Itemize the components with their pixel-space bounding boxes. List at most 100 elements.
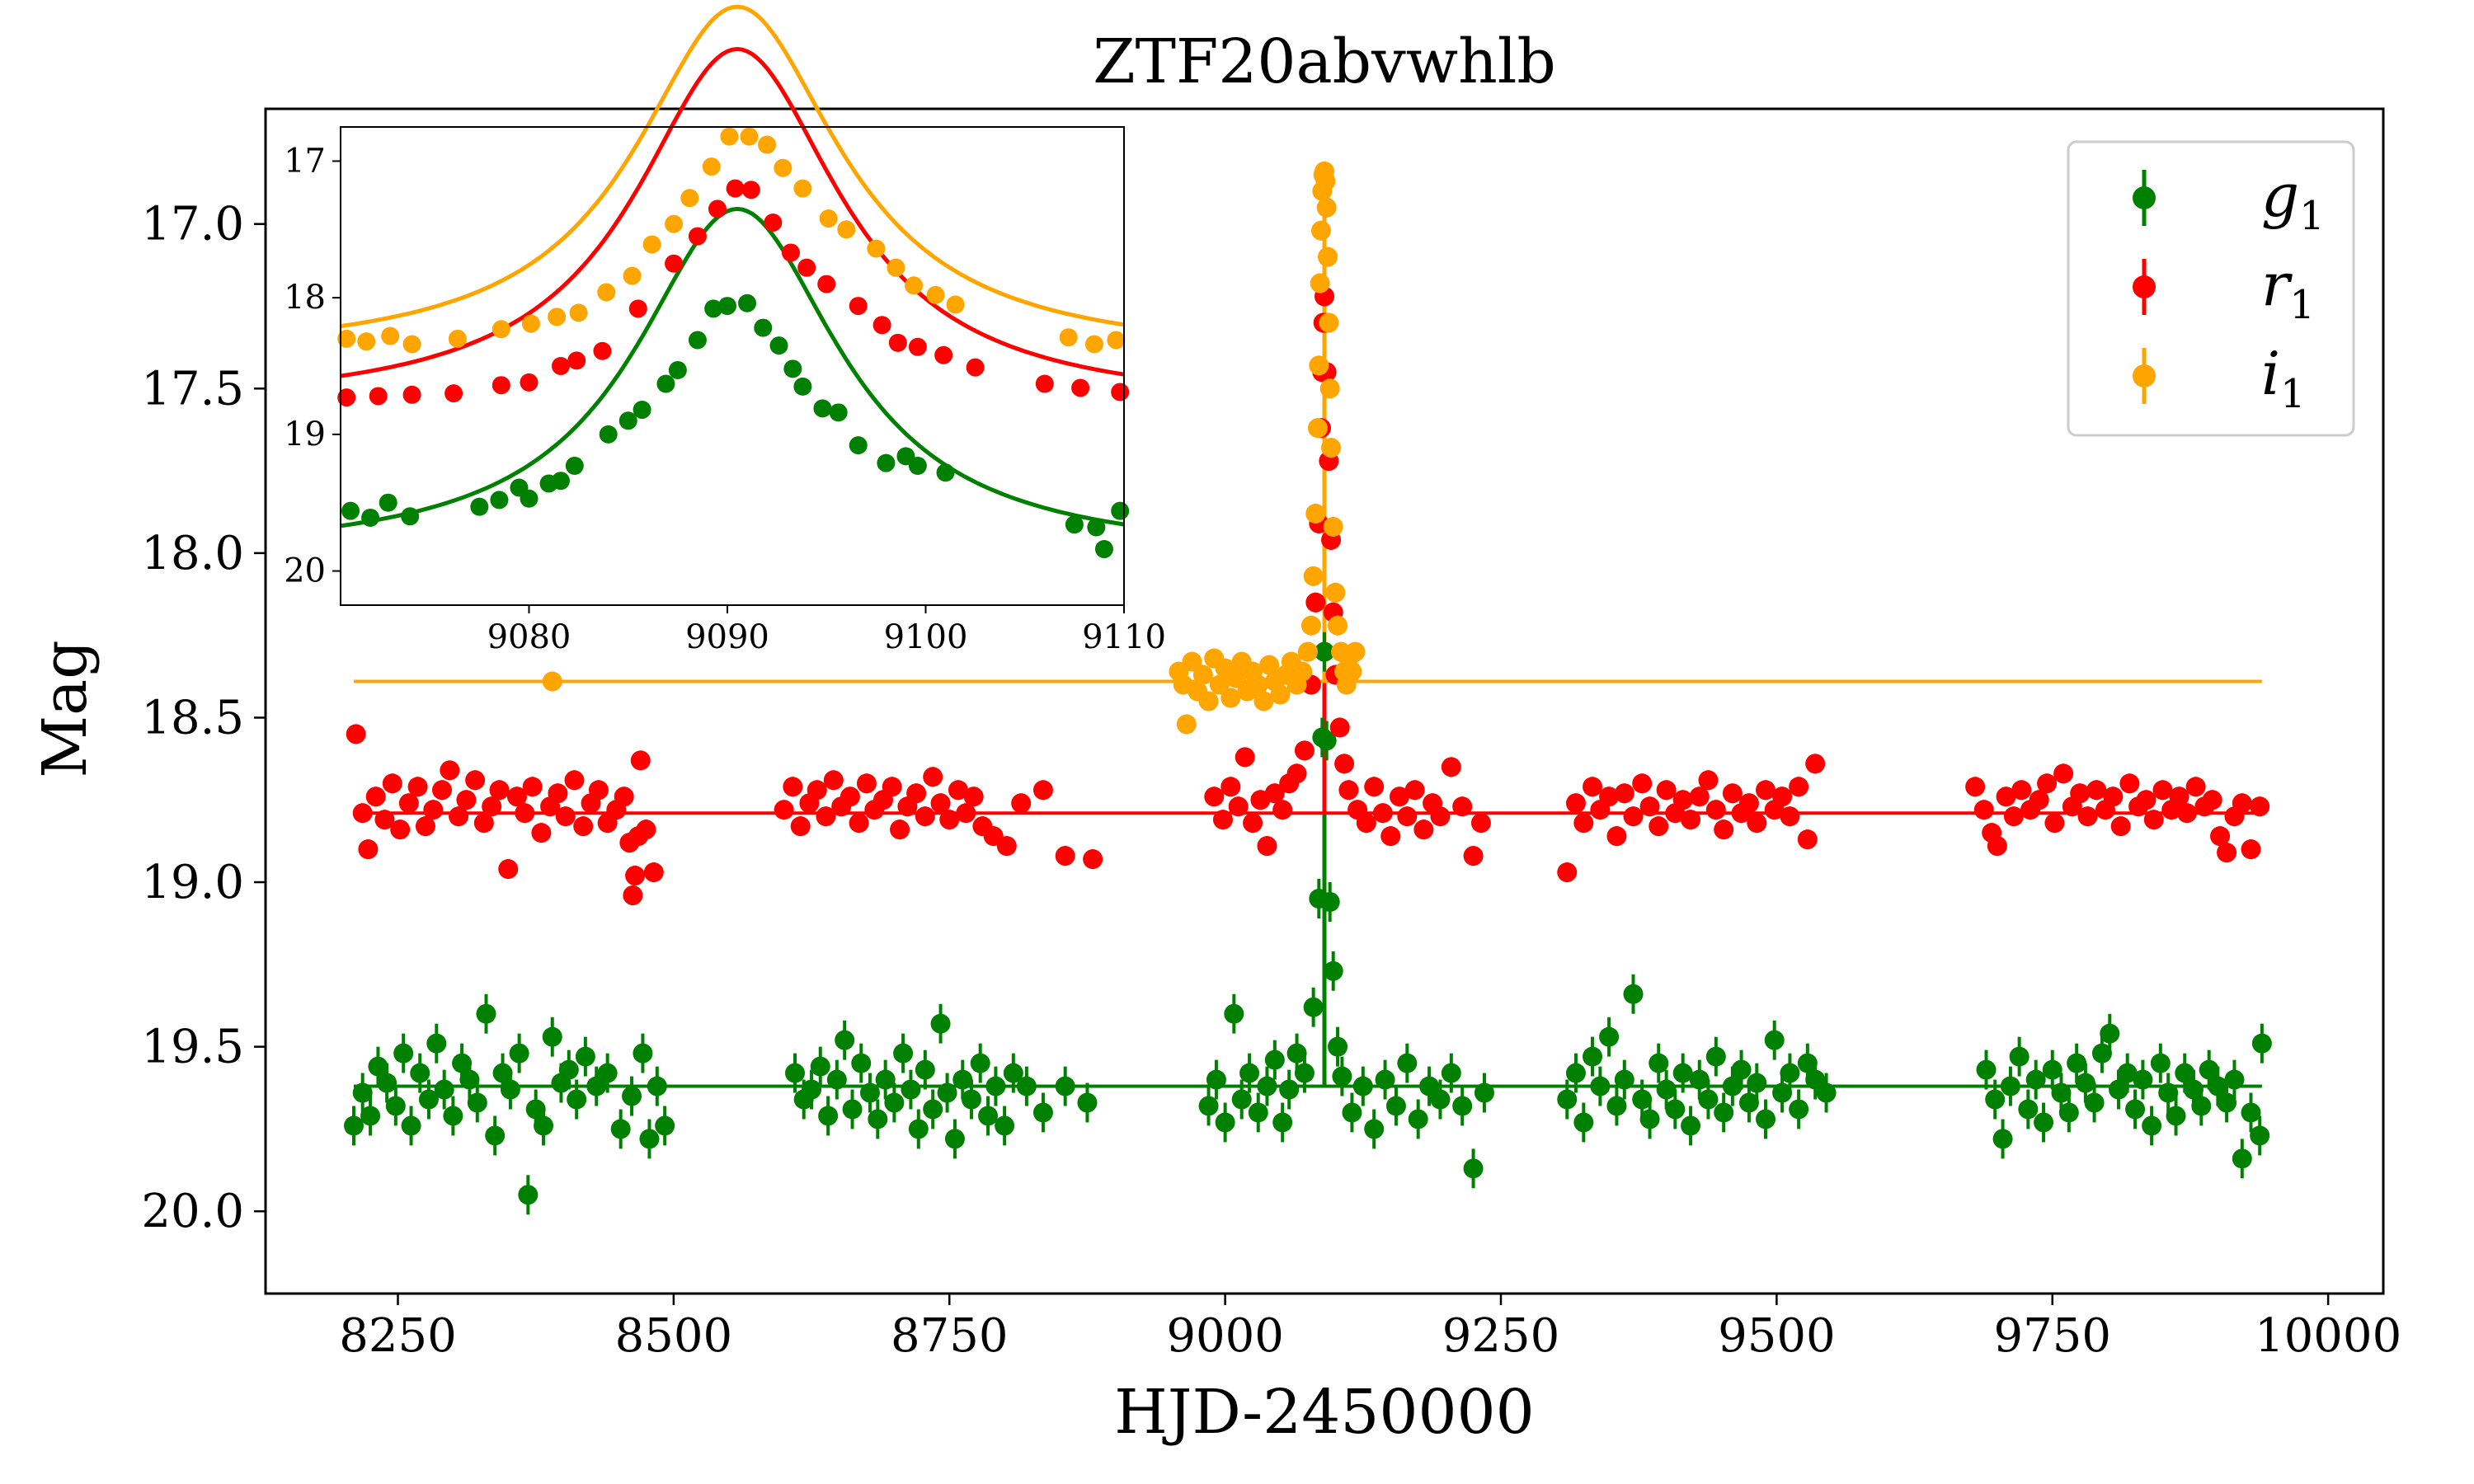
data-point-r: [2070, 783, 2091, 804]
data-point-r: [1747, 813, 1767, 834]
data-point-g: [2117, 1063, 2138, 1083]
inset-point-r: [444, 384, 463, 403]
main-points: [344, 161, 2272, 1215]
data-point-r: [1797, 829, 1818, 850]
data-point-r: [1356, 813, 1376, 834]
data-point-r: [1705, 800, 1726, 820]
data-point-g: [818, 1106, 839, 1126]
data-point-r: [2210, 826, 2231, 847]
inset-point-g: [565, 456, 584, 475]
data-point-r: [1772, 787, 1793, 807]
x-axis-label: HJD-2450000: [1114, 1377, 1534, 1448]
data-point-r: [1623, 806, 1644, 827]
data-point-r: [1557, 862, 1578, 883]
data-point-r: [1689, 787, 1710, 807]
data-point-g: [1614, 1069, 1634, 1090]
data-point-r: [374, 810, 395, 830]
inset-x-tick-label: 9080: [487, 618, 571, 656]
data-point-g: [2034, 1112, 2054, 1133]
inset-point-i: [548, 308, 567, 326]
data-point-g: [802, 1079, 822, 1100]
data-point-g: [401, 1115, 421, 1136]
data-point-i: [1198, 691, 1219, 711]
data-point-r: [790, 816, 811, 837]
inset-point-r: [688, 227, 707, 246]
data-point-i: [1176, 714, 1197, 735]
data-point-g: [622, 1086, 642, 1106]
data-point-g: [1985, 1089, 2006, 1110]
data-point-r: [449, 806, 469, 827]
data-point-r: [2119, 773, 2140, 794]
inset-point-r: [337, 388, 356, 407]
data-point-i: [1305, 503, 1326, 524]
data-point-i: [1323, 516, 1343, 537]
data-point-i: [1297, 641, 1318, 662]
data-point-i: [1303, 566, 1324, 586]
data-point-g: [1797, 1053, 1818, 1073]
data-point-r: [783, 777, 803, 797]
data-point-g: [1198, 1096, 1219, 1116]
data-point-r: [1672, 790, 1693, 810]
data-point-g: [2158, 1082, 2179, 1103]
data-point-r: [588, 780, 609, 801]
data-point-r: [432, 780, 452, 801]
data-point-g: [534, 1115, 554, 1136]
x-tick-label: 10000: [2255, 1309, 2401, 1363]
data-point-g: [1003, 1063, 1023, 1083]
data-point-r: [548, 783, 568, 804]
data-point-r: [1805, 754, 1826, 774]
main-plot: 8250 8500 8750 9000 9250 9500 9750 10000 17.017…: [141, 107, 2401, 1363]
inset-point-r: [817, 275, 836, 294]
data-point-r: [1334, 754, 1355, 774]
inset-point-i: [680, 189, 699, 208]
inset-point-g: [490, 491, 509, 510]
data-point-i: [1319, 378, 1340, 399]
data-point-r: [823, 770, 844, 791]
data-point-g: [1599, 1026, 1620, 1047]
x-tick-label: 9500: [1718, 1309, 1836, 1363]
data-point-r: [1441, 757, 1461, 777]
data-point-r: [2143, 810, 2164, 830]
data-point-r: [1452, 796, 1473, 817]
data-point-g: [985, 1076, 1006, 1097]
data-point-r: [643, 862, 664, 883]
data-point-g: [1239, 1063, 1260, 1083]
data-point-r: [1235, 747, 1255, 768]
inset-point-g: [813, 399, 832, 418]
data-point-g: [1032, 1102, 1053, 1123]
data-point-g: [2100, 1023, 2120, 1044]
inset-point-g: [783, 359, 802, 378]
data-point-g: [930, 1013, 951, 1034]
data-point-g: [2051, 1082, 2072, 1103]
data-point-g: [1441, 1063, 1461, 1083]
data-point-r: [1722, 783, 1743, 804]
inset-point-i: [642, 235, 661, 254]
inset-point-r: [708, 200, 727, 218]
data-point-r: [2250, 796, 2270, 817]
data-point-g: [1264, 1050, 1285, 1070]
x-tick-label: 8250: [339, 1309, 457, 1363]
data-point-g: [901, 1079, 921, 1100]
inset-y-tick-label: 20: [284, 552, 326, 590]
inset-point-i: [819, 209, 838, 228]
data-point-i: [1192, 665, 1213, 685]
inset-point-g: [877, 453, 896, 472]
inset-point-g: [704, 299, 723, 318]
inset-plot: 9080 9090 9100 9110 17 18 19 20: [284, 4, 1166, 656]
data-point-g: [810, 1056, 830, 1077]
inset-point-g: [668, 360, 687, 379]
data-point-r: [2217, 843, 2237, 863]
inset-point-i: [448, 329, 467, 348]
data-point-r: [465, 770, 486, 791]
x-tick-label: 9000: [1166, 1309, 1284, 1363]
data-point-i: [1316, 197, 1337, 218]
data-point-r: [1573, 813, 1594, 834]
data-point-g: [344, 1115, 364, 1136]
data-point-r: [915, 806, 935, 827]
data-point-r: [1305, 592, 1326, 613]
data-point-g: [962, 1089, 981, 1110]
data-point-g: [393, 1043, 414, 1064]
data-point-r: [407, 777, 428, 797]
data-point-g: [1731, 1059, 1752, 1080]
